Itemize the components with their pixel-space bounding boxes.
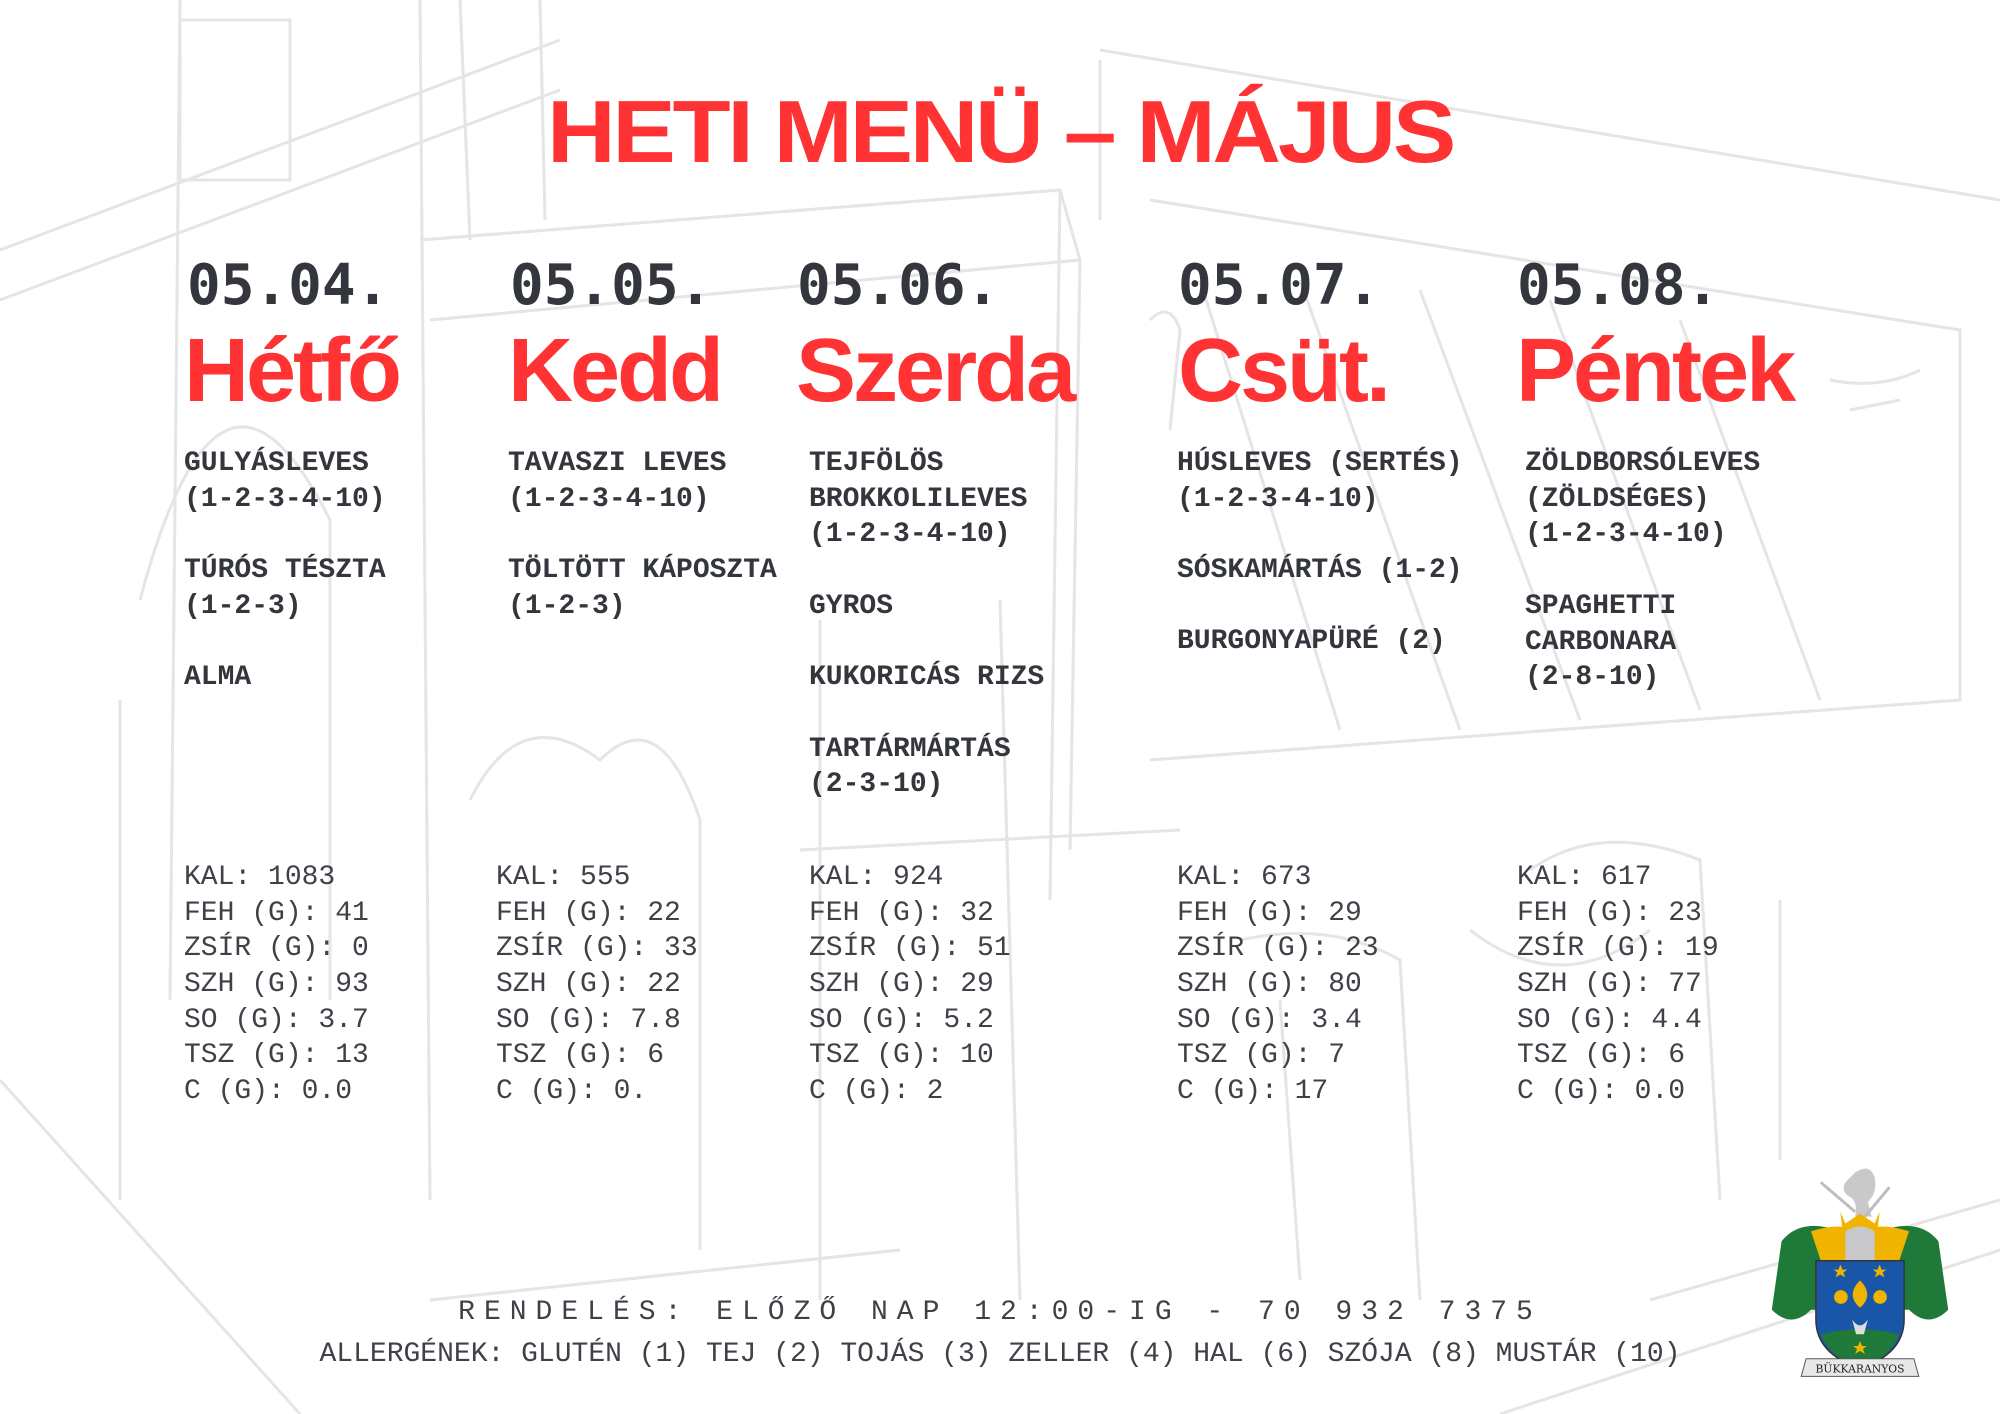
nutrition-info: KAL: 673 FEH (G): 29 ZSÍR (G): 23 SZH (G): … [1177,860,1379,1110]
dish-item: KUKORICÁS RIZS [809,662,1045,694]
dish-item: TÚRÓS TÉSZTA (1-2-3) [184,555,386,622]
dish-item: TÖLTÖTT KÁPOSZTA (1-2-3) [508,555,777,622]
nutrition-line: ZSÍR (G): 0 [184,933,369,965]
day-name: Szerda [796,321,1076,421]
dish-list: HÚSLEVES (SERTÉS) (1-2-3-4-10) SÓSKAMÁRTÁ… [1177,446,1463,696]
nutrition-line: FEH (G): 23 [1517,897,1702,929]
nutrition-line: SZH (G): 22 [496,969,681,1001]
nutrition-line: TSZ (G): 10 [809,1040,994,1072]
day-date: 05.06. [797,253,1000,318]
day-name: Csüt. [1178,321,1391,421]
nutrition-line: SO (G): 7.8 [496,1004,681,1036]
coat-of-arms-icon: BÜKKARANYOS [1771,1168,1949,1377]
nutrition-line: SO (G): 3.4 [1177,1004,1362,1036]
dish-item: TARTÁRMÁRTÁS (2-3-10) [809,733,1011,801]
nutrition-line: KAL: 1083 [184,862,336,893]
dish-item: GULYÁSLEVES (1-2-3-4-10) [184,448,386,515]
nutrition-line: KAL: 673 [1177,862,1312,893]
dish-list: TAVASZI LEVES (1-2-3-4-10) TÖLTÖTT KÁPOSZ… [508,446,777,660]
dish-item: ALMA [184,662,252,694]
dish-item: HÚSLEVES (SERTÉS) (1-2-3-4-10) [1177,448,1463,515]
dish-item: BURGONYAPÜRÉ (2) [1177,626,1446,658]
nutrition-line: FEH (G): 32 [809,897,994,929]
allergen-legend: ALLERGÉNEK: GLUTÉN (1) TEJ (2) TOJÁS (3)… [319,1339,1681,1370]
nutrition-line: SZH (G): 80 [1177,969,1362,1001]
day-name: Kedd [508,321,724,421]
nutrition-line: TSZ (G): 13 [184,1040,369,1072]
nutrition-info: KAL: 555 FEH (G): 22 ZSÍR (G): 33 SZH (G): … [496,860,698,1110]
dish-item: TAVASZI LEVES (1-2-3-4-10) [508,448,727,515]
nutrition-line: ZSÍR (G): 33 [496,933,698,965]
nutrition-line: ZSÍR (G): 23 [1177,933,1379,965]
nutrition-line: ZSÍR (G): 51 [809,933,1011,965]
nutrition-info: KAL: 924 FEH (G): 32 ZSÍR (G): 51 SZH (G): … [809,860,1011,1110]
page-title: HETI MENÜ – MÁJUS [546,82,1456,181]
nutrition-info: KAL: 617 FEH (G): 23 ZSÍR (G): 19 SZH (G): … [1517,860,1719,1110]
dish-item: SPAGHETTI CARBONARA (2-8-10) [1525,590,1677,694]
dish-item: TEJFÖLÖS BROKKOLILEVES (1-2-3-4-10) [809,448,1028,551]
dish-list: TEJFÖLÖS BROKKOLILEVES (1-2-3-4-10) GYROS… [809,446,1044,839]
nutrition-line: SO (G): 3.7 [184,1004,369,1036]
nutrition-line: C (G): 0. [496,1076,648,1108]
day-date: 05.07. [1178,253,1381,318]
nutrition-line: FEH (G): 22 [496,897,681,929]
dish-list: GULYÁSLEVES (1-2-3-4-10) TÚRÓS TÉSZTA (1-… [184,446,386,732]
nutrition-line: TSZ (G): 7 [1177,1040,1346,1072]
nutrition-line: FEH (G): 29 [1177,897,1362,929]
nutrition-line: KAL: 617 [1517,862,1652,893]
nutrition-line: SO (G): 4.4 [1517,1004,1702,1036]
nutrition-line: C (G): 2 [809,1076,944,1108]
dish-item: ZÖLDBORSÓLEVES (ZÖLDSÉGES) (1-2-3-4-10) [1525,448,1761,551]
nutrition-line: C (G): 0.0 [184,1076,353,1108]
nutrition-line: C (G): 0.0 [1517,1076,1686,1108]
day-name: Hétfő [184,321,402,421]
nutrition-line: SZH (G): 93 [184,969,369,1001]
nutrition-line: SO (G): 5.2 [809,1004,994,1036]
nutrition-line: ZSÍR (G): 19 [1517,933,1719,965]
logo-text: BÜKKARANYOS [1815,1361,1904,1375]
nutrition-line: KAL: 924 [809,862,944,893]
nutrition-line: FEH (G): 41 [184,897,369,929]
day-date: 05.05. [510,253,713,318]
nutrition-line: C (G): 17 [1177,1076,1329,1108]
dish-item: SÓSKAMÁRTÁS (1-2) [1177,555,1463,587]
order-info: RENDELÉS: ELŐZŐ NAP 12:00-IG - 70 932 73… [458,1297,1542,1328]
nutrition-line: TSZ (G): 6 [1517,1040,1686,1072]
day-name: Péntek [1516,321,1796,421]
day-date: 05.04. [187,253,390,318]
nutrition-line: KAL: 555 [496,862,631,893]
nutrition-line: TSZ (G): 6 [496,1040,665,1072]
dish-item: GYROS [809,590,894,622]
nutrition-line: SZH (G): 77 [1517,969,1702,1001]
nutrition-info: KAL: 1083 FEH (G): 41 ZSÍR (G): 0 SZH (G): … [184,860,369,1110]
nutrition-line: SZH (G): 29 [809,969,994,1001]
day-date: 05.08. [1517,253,1720,318]
dish-list: ZÖLDBORSÓLEVES (ZÖLDSÉGES) (1-2-3-4-10) S… [1525,446,1760,732]
